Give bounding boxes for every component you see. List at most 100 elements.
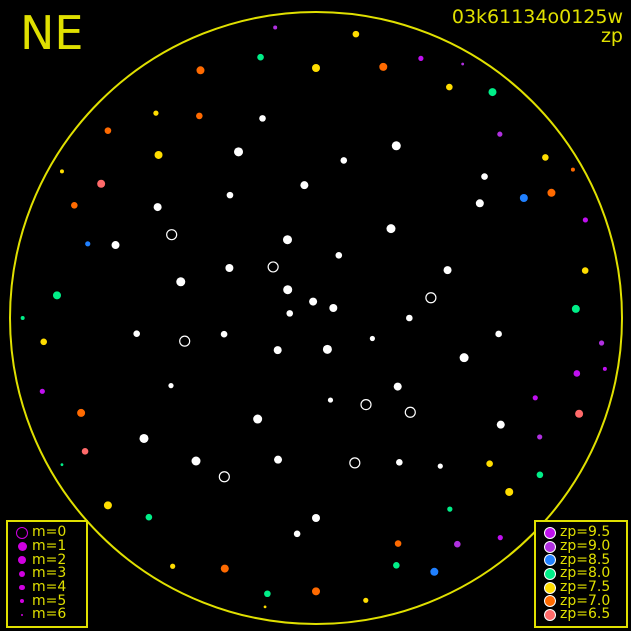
zp-legend-item: zp=6.5	[540, 607, 622, 622]
star-mark	[486, 460, 493, 467]
zp-color-swatch-icon	[540, 567, 560, 580]
star-mark	[77, 408, 86, 417]
magnitude-legend-item: m=3	[12, 565, 82, 582]
star-mark	[360, 399, 372, 411]
star-mark	[446, 83, 453, 91]
star-mark	[602, 366, 607, 371]
magnitude-legend-label: m=3	[32, 565, 67, 582]
star-mark	[170, 563, 176, 569]
magnitude-legend: m=0 m=1 m=2 m=3 m=4 m=5 m=6	[6, 520, 88, 628]
star-mark	[497, 131, 503, 137]
star-mark	[393, 382, 402, 391]
star-mark	[153, 110, 159, 116]
star-mark	[191, 456, 201, 466]
star-mark	[145, 513, 153, 521]
star-mark	[111, 241, 120, 250]
zp-legend-item: zp=8.0	[540, 565, 622, 582]
zp-legend-item: zp=9.0	[540, 539, 622, 554]
zp-color-swatch-icon	[540, 608, 560, 621]
zp-legend-item: zp=7.5	[540, 580, 622, 595]
star-mark	[581, 267, 589, 274]
star-mark	[340, 157, 348, 164]
star-mark	[225, 264, 234, 272]
star-mark	[234, 147, 244, 157]
star-mark	[447, 506, 453, 512]
star-mark	[85, 241, 91, 247]
star-mark	[379, 62, 388, 71]
star-mark	[598, 340, 605, 346]
star-mark	[264, 590, 271, 598]
star-mark	[461, 62, 465, 66]
star-marks	[20, 25, 607, 609]
star-mark	[286, 310, 294, 317]
zp-legend-label: zp=7.0	[560, 592, 611, 609]
star-mark	[394, 540, 402, 547]
star-mark	[257, 53, 264, 61]
star-mark	[300, 181, 309, 190]
star-mark	[488, 88, 497, 97]
magnitude-symbol-icon	[12, 526, 32, 539]
star-mark	[582, 217, 588, 223]
star-mark	[481, 173, 488, 180]
star-mark	[396, 459, 403, 466]
star-mark	[418, 55, 424, 61]
zp-legend-item: zp=7.0	[540, 594, 622, 608]
magnitude-legend-label: m=4	[32, 579, 67, 596]
star-mark	[139, 433, 149, 443]
magnitude-legend-label: m=5	[32, 592, 67, 609]
star-mark	[60, 463, 64, 467]
star-mark	[52, 291, 61, 300]
star-mark	[166, 229, 178, 241]
star-mark	[168, 383, 174, 389]
star-mark	[220, 330, 228, 338]
star-mark	[459, 353, 469, 363]
star-mark	[179, 335, 191, 347]
star-mark	[386, 224, 396, 234]
star-mark	[443, 266, 452, 275]
magnitude-legend-item: m=5	[12, 594, 82, 608]
star-mark	[283, 285, 293, 295]
star-mark	[322, 344, 332, 354]
star-mark	[335, 252, 343, 259]
star-mark	[570, 167, 575, 172]
magnitude-legend-label: m=0	[32, 524, 67, 541]
star-mark	[542, 154, 549, 161]
star-mark	[496, 420, 505, 429]
direction-label: NE	[20, 6, 84, 60]
star-mark	[104, 127, 112, 134]
star-mark	[154, 150, 163, 159]
frame-id: 03k61134o0125w	[451, 6, 623, 28]
zp-legend: zp=9.5 zp=9.0 zp=8.5 zp=8.0 zp=7.5 zp=7.0 zp=6…	[534, 520, 628, 628]
zp-color-swatch-icon	[540, 526, 560, 539]
star-mark	[547, 188, 556, 197]
star-mark	[133, 330, 140, 337]
star-mark	[226, 191, 234, 199]
star-mark	[81, 448, 89, 455]
star-mark	[437, 463, 443, 469]
zp-legend-label: zp=9.5	[560, 524, 611, 541]
star-mark	[39, 388, 45, 394]
zp-legend-label: zp=8.0	[560, 565, 611, 582]
star-mark	[274, 455, 283, 464]
star-mark	[267, 261, 279, 273]
star-mark	[349, 457, 361, 469]
star-mark	[153, 203, 162, 212]
star-mark	[454, 540, 461, 548]
star-mark	[352, 30, 360, 38]
zp-legend-item: zp=8.5	[540, 553, 622, 567]
star-mark	[220, 564, 229, 573]
star-mark	[40, 338, 48, 346]
color-key-label: zp	[600, 25, 623, 47]
star-mark	[218, 471, 230, 483]
magnitude-symbol-icon	[12, 556, 32, 565]
star-mark	[505, 487, 514, 496]
zp-color-swatch-icon	[540, 595, 560, 608]
star-mark	[327, 397, 334, 403]
magnitude-legend-item: m=0	[12, 524, 82, 541]
magnitude-legend-item: m=2	[12, 553, 82, 567]
star-mark	[575, 409, 584, 418]
star-mark	[263, 605, 267, 609]
magnitude-symbol-icon	[12, 542, 32, 552]
star-mark	[537, 434, 543, 440]
